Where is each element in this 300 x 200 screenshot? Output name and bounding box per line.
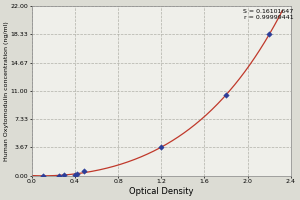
Point	[81, 170, 86, 173]
Point	[75, 173, 80, 176]
Text: S = 0.16101647
r = 0.99999441: S = 0.16101647 r = 0.99999441	[243, 9, 294, 20]
Point	[40, 174, 45, 177]
Point	[73, 173, 77, 176]
Point	[267, 33, 272, 36]
Point	[224, 93, 229, 96]
Point	[62, 173, 67, 177]
X-axis label: Optical Density: Optical Density	[129, 187, 194, 196]
Point	[159, 146, 164, 149]
Point	[56, 174, 61, 177]
Y-axis label: Human Oxytomodulin concentration (ng/ml): Human Oxytomodulin concentration (ng/ml)	[4, 21, 9, 161]
